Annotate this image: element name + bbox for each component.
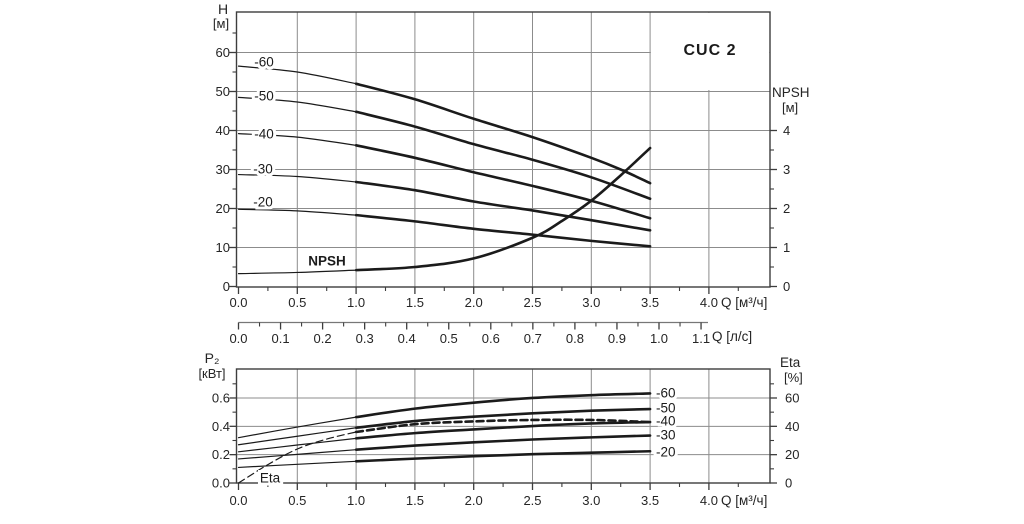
- svg-text:1.5: 1.5: [406, 493, 424, 508]
- svg-text:20: 20: [785, 447, 799, 462]
- svg-text:0.6: 0.6: [212, 390, 230, 405]
- svg-text:1.5: 1.5: [406, 295, 424, 310]
- svg-text:3: 3: [783, 162, 790, 177]
- svg-text:2.5: 2.5: [523, 295, 541, 310]
- q-m3h-unit-top: Q [м³/ч]: [721, 295, 768, 310]
- svg-text:0.0: 0.0: [229, 493, 247, 508]
- svg-text:30: 30: [216, 162, 230, 177]
- svg-text:NPSH: NPSH: [308, 254, 346, 269]
- svg-text:50: 50: [216, 84, 230, 99]
- secondary-x-axis: 0.0 0.1 0.2 0.3 0.4 0.5 0.6 0.7 0.8 0.9 1.0 1.1: [229, 321, 710, 346]
- title-mask: [650, 12, 770, 90]
- svg-text:40: 40: [785, 419, 799, 434]
- svg-text:-20: -20: [253, 195, 273, 210]
- svg-text:4.0: 4.0: [700, 493, 718, 508]
- svg-text:2.0: 2.0: [465, 295, 483, 310]
- series--40: [237, 133, 652, 220]
- svg-text:1.0: 1.0: [650, 331, 668, 346]
- svg-text:3.5: 3.5: [641, 295, 659, 310]
- svg-text:-30: -30: [253, 162, 273, 177]
- svg-text:0.5: 0.5: [440, 331, 458, 346]
- axes-ticks: 0 10 20 30 40 50 60 0 1 2 3 4 0.0 0.5 1.0 1.5 2.0 2.5 3.0 3…: [216, 32, 790, 310]
- svg-text:0.8: 0.8: [566, 331, 584, 346]
- curve-labels: -60-50-40-30 -20 Eta: [257, 383, 679, 489]
- svg-text:60: 60: [216, 45, 230, 60]
- svg-text:-50: -50: [656, 401, 676, 416]
- series--60: [237, 392, 652, 439]
- svg-text:0.1: 0.1: [272, 331, 290, 346]
- curve-labels: -60 -50 -40 -30 -20 NPSH: [250, 52, 349, 272]
- svg-text:60: 60: [785, 390, 799, 405]
- svg-text:-20: -20: [656, 445, 676, 460]
- svg-text:-30: -30: [656, 428, 676, 443]
- chart-head-and-npsh-curves: 0 10 20 30 40 50 60 0 1 2 3 4 0.0 0.5 1.0 1.5 2.0 2.5 3.0 3…: [216, 11, 790, 346]
- chart-power-and-efficiency-curves: 0.0 0.2 0.4 0.6 0 20 40 60 0.0 0.5 1.0 1.5 2.0 2.5 3.0…: [212, 368, 799, 508]
- svg-text:0.3: 0.3: [356, 331, 374, 346]
- series--20: [237, 208, 652, 248]
- svg-text:1.1: 1.1: [692, 331, 710, 346]
- q-m3h-unit-bottom: Q [м³/ч]: [721, 493, 768, 508]
- svg-text:-40: -40: [656, 414, 676, 429]
- svg-text:20: 20: [216, 201, 230, 216]
- svg-text:0.0: 0.0: [212, 476, 230, 491]
- h-axis-title: H: [217, 1, 229, 17]
- svg-text:0.0: 0.0: [229, 331, 247, 346]
- svg-text:0.2: 0.2: [314, 331, 332, 346]
- svg-text:-50: -50: [254, 89, 274, 104]
- svg-text:2.5: 2.5: [523, 493, 541, 508]
- svg-text:4.0: 4.0: [700, 295, 718, 310]
- svg-text:0.4: 0.4: [212, 419, 230, 434]
- svg-text:0: 0: [785, 476, 792, 491]
- eta-axis-title: Eta: [780, 355, 801, 370]
- svg-text:0.4: 0.4: [398, 331, 416, 346]
- svg-text:0.6: 0.6: [482, 331, 500, 346]
- svg-text:-60: -60: [254, 55, 274, 70]
- svg-text:40: 40: [216, 123, 230, 138]
- svg-text:0.5: 0.5: [288, 493, 306, 508]
- svg-text:0.0: 0.0: [229, 295, 247, 310]
- pump-model-label: CUC 2: [683, 42, 737, 59]
- grid: [236, 369, 770, 483]
- svg-text:3.5: 3.5: [641, 493, 659, 508]
- svg-text:3.0: 3.0: [582, 295, 600, 310]
- svg-text:2: 2: [783, 201, 790, 216]
- series--20: [237, 449, 652, 469]
- series-Eta: [237, 418, 652, 484]
- p2-axis-title: P₂: [204, 350, 220, 366]
- series--50: [237, 407, 652, 446]
- series--30: [237, 434, 652, 460]
- series--40: [237, 420, 652, 453]
- svg-text:-60: -60: [656, 386, 676, 401]
- npsh-axis-unit: [м]: [782, 100, 799, 115]
- svg-text:0.2: 0.2: [212, 447, 230, 462]
- svg-text:0.9: 0.9: [608, 331, 626, 346]
- eta-axis-unit: [%]: [784, 370, 803, 385]
- svg-text:4: 4: [783, 123, 790, 138]
- h-axis-unit: [м]: [212, 16, 230, 31]
- svg-text:Eta: Eta: [260, 471, 281, 486]
- svg-text:0.5: 0.5: [288, 295, 306, 310]
- series-NPSH: [237, 146, 652, 275]
- series--60: [237, 65, 652, 185]
- svg-text:2.0: 2.0: [465, 493, 483, 508]
- svg-text:0: 0: [783, 279, 790, 294]
- q-ls-unit: Q [л/с]: [712, 329, 753, 344]
- svg-text:0: 0: [223, 279, 230, 294]
- svg-text:0.7: 0.7: [524, 331, 542, 346]
- svg-text:10: 10: [216, 240, 230, 255]
- p2-axis-unit: [кВт]: [198, 366, 226, 381]
- svg-text:1.0: 1.0: [347, 493, 365, 508]
- svg-text:1.0: 1.0: [347, 295, 365, 310]
- series--50: [237, 96, 652, 201]
- series--30: [237, 173, 652, 232]
- svg-text:3.0: 3.0: [582, 493, 600, 508]
- npsh-axis-title: NPSH: [772, 85, 810, 100]
- axes-ticks: 0.0 0.2 0.4 0.6 0 20 40 60 0.0 0.5 1.0 1.5 2.0 2.5 3.0…: [212, 383, 799, 508]
- svg-text:1: 1: [783, 240, 790, 255]
- svg-text:-40: -40: [254, 127, 274, 142]
